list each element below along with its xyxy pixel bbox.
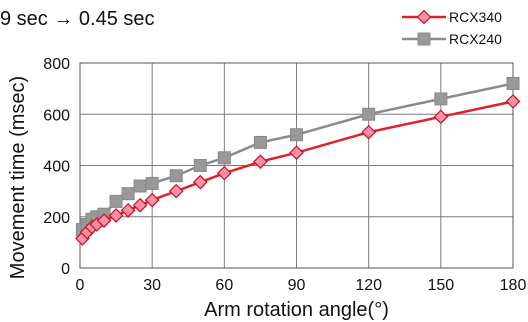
data-point-rcx240 xyxy=(109,194,123,208)
y-tick-label: 200 xyxy=(43,210,70,227)
x-tick-label: 180 xyxy=(500,277,527,294)
y-tick-label: 0 xyxy=(61,261,70,278)
data-point-rcx240 xyxy=(290,128,303,142)
series-group xyxy=(75,77,521,246)
y-tick-label: 600 xyxy=(43,107,70,124)
data-point-rcx340 xyxy=(253,154,268,170)
x-axis-ticks: 0 30 60 90 120 150 180 xyxy=(76,277,527,294)
data-point-rcx340 xyxy=(120,202,136,218)
y-axis-label: Movement time (msec) xyxy=(7,76,29,279)
data-point-rcx240 xyxy=(145,176,159,190)
data-point-rcx340 xyxy=(96,213,112,228)
x-tick-label: 150 xyxy=(427,277,454,294)
data-point-rcx340 xyxy=(144,192,160,208)
legend-marker-rcx240 xyxy=(417,32,431,46)
x-tick-label: 60 xyxy=(215,277,233,294)
data-point-rcx340 xyxy=(192,174,208,190)
legend-label-rcx340: RCX340 xyxy=(449,9,502,25)
y-tick-label: 400 xyxy=(43,159,70,176)
x-tick-label: 0 xyxy=(76,277,85,294)
data-point-rcx240 xyxy=(434,92,448,106)
data-point-rcx240 xyxy=(193,159,207,172)
legend: RCX340 RCX240 xyxy=(402,9,502,47)
chart-title: 9 sec → 0.45 sec xyxy=(0,8,155,30)
legend-item-rcx240: RCX240 xyxy=(402,31,502,47)
data-point-rcx340 xyxy=(433,109,449,125)
data-point-rcx240 xyxy=(362,107,376,121)
legend-marker-rcx340 xyxy=(416,9,432,25)
data-point-rcx240 xyxy=(121,187,135,201)
data-point-rcx340 xyxy=(216,165,232,181)
legend-label-rcx240: RCX240 xyxy=(449,31,502,47)
data-point-rcx240 xyxy=(133,179,147,193)
data-point-rcx340 xyxy=(132,197,148,213)
series-line-rcx340 xyxy=(81,100,514,240)
data-point-rcx340 xyxy=(289,145,304,161)
data-point-rcx340 xyxy=(168,183,184,199)
y-axis-ticks: 0 200 400 600 800 xyxy=(43,56,70,278)
legend-item-rcx340: RCX340 xyxy=(402,9,502,25)
x-tick-label: 30 xyxy=(143,277,161,294)
data-point-rcx240 xyxy=(253,135,267,149)
x-tick-label: 90 xyxy=(288,277,306,294)
data-point-rcx340 xyxy=(108,208,124,223)
x-tick-label: 120 xyxy=(355,277,382,294)
series-rcx340 xyxy=(75,94,521,246)
data-point-rcx240 xyxy=(217,151,231,165)
data-point-rcx240 xyxy=(169,169,183,183)
grid-lines xyxy=(79,62,514,269)
data-point-rcx240 xyxy=(506,77,520,90)
y-tick-label: 800 xyxy=(43,56,70,73)
data-point-rcx340 xyxy=(505,94,521,109)
x-axis-label: Arm rotation angle(°) xyxy=(204,299,389,321)
data-point-rcx340 xyxy=(361,124,377,140)
plot-area-frame xyxy=(79,62,514,269)
